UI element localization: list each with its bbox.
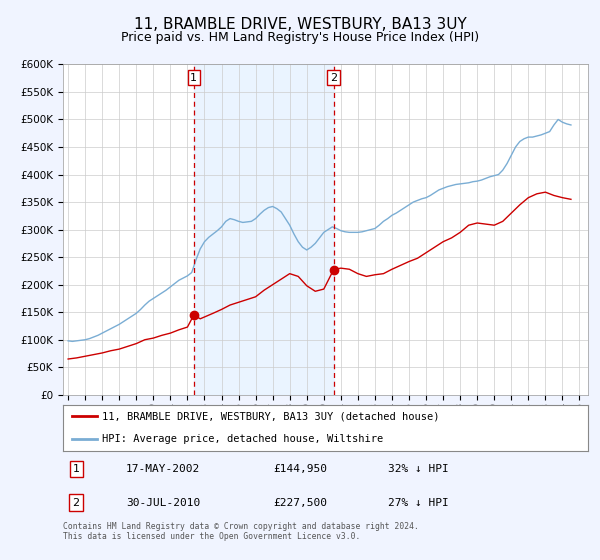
Text: 1: 1 xyxy=(190,73,197,83)
Text: 2: 2 xyxy=(330,73,337,83)
Bar xyxy=(194,64,334,395)
Text: 30-JUL-2010: 30-JUL-2010 xyxy=(126,498,200,507)
Text: 27% ↓ HPI: 27% ↓ HPI xyxy=(389,498,449,507)
Text: 11, BRAMBLE DRIVE, WESTBURY, BA13 3UY: 11, BRAMBLE DRIVE, WESTBURY, BA13 3UY xyxy=(134,17,466,32)
Text: 32% ↓ HPI: 32% ↓ HPI xyxy=(389,464,449,474)
Text: £144,950: £144,950 xyxy=(273,464,327,474)
Text: Price paid vs. HM Land Registry's House Price Index (HPI): Price paid vs. HM Land Registry's House … xyxy=(121,31,479,44)
Text: 11, BRAMBLE DRIVE, WESTBURY, BA13 3UY (detached house): 11, BRAMBLE DRIVE, WESTBURY, BA13 3UY (d… xyxy=(103,412,440,421)
Text: £227,500: £227,500 xyxy=(273,498,327,507)
Text: 2: 2 xyxy=(73,498,80,507)
Text: 17-MAY-2002: 17-MAY-2002 xyxy=(126,464,200,474)
Text: HPI: Average price, detached house, Wiltshire: HPI: Average price, detached house, Wilt… xyxy=(103,435,383,444)
Text: 1: 1 xyxy=(73,464,80,474)
Text: Contains HM Land Registry data © Crown copyright and database right 2024.
This d: Contains HM Land Registry data © Crown c… xyxy=(63,522,419,542)
